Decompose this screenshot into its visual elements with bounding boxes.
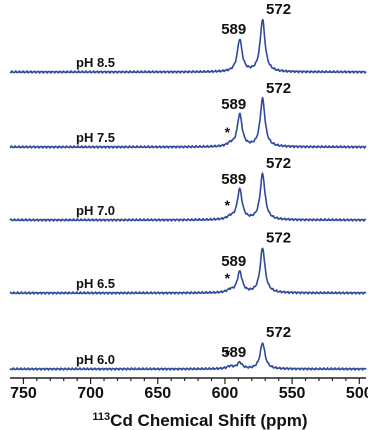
- shoulder-marker: *: [225, 270, 231, 286]
- x-axis-label-superscript: 113: [92, 411, 110, 423]
- spectrum-trace-4: [9, 342, 367, 371]
- x-tick-label: 500: [346, 385, 368, 402]
- peak-label: 589: [221, 253, 246, 270]
- peak-label: 572: [266, 1, 291, 18]
- shoulder-marker: *: [225, 346, 231, 362]
- series-label: pH 8.5: [76, 55, 115, 70]
- x-tick-label: 650: [144, 385, 171, 402]
- shoulder-marker: *: [225, 124, 231, 140]
- x-axis-label: 113Cd Chemical Shift (ppm): [92, 411, 307, 430]
- series-label: pH 6.0: [76, 352, 115, 367]
- x-tick-label: 750: [10, 385, 37, 402]
- peak-label: 589: [221, 21, 246, 38]
- peak-label: 589: [221, 96, 246, 113]
- series-label: pH 6.5: [76, 276, 115, 291]
- spectrum-trace-1: [9, 96, 367, 149]
- series-label: pH 7.5: [76, 130, 115, 145]
- x-tick-label: 600: [212, 385, 239, 402]
- peak-label: 572: [266, 229, 291, 246]
- spectrum-trace-0: [9, 18, 367, 74]
- x-tick-label: 550: [279, 385, 306, 402]
- spectrum-trace-3: [9, 247, 367, 295]
- peak-label: 572: [266, 80, 291, 97]
- spectrum-trace-2: [9, 172, 367, 222]
- x-axis-label-text: Cd Chemical Shift (ppm): [110, 411, 307, 430]
- peak-label: 572: [266, 324, 291, 341]
- x-tick-label: 700: [77, 385, 104, 402]
- peak-label: 589: [221, 171, 246, 188]
- peak-label: 572: [266, 155, 291, 172]
- series-label: pH 7.0: [76, 203, 115, 218]
- shoulder-marker: *: [225, 197, 231, 213]
- spectra-traces: pH 8.5 589 572 pH 7.5 589 572 * pH 7.0 589 572 * pH…: [9, 1, 367, 371]
- peak-label: 589: [221, 344, 246, 361]
- x-axis: 750 700 650 600 550 500: [10, 377, 368, 402]
